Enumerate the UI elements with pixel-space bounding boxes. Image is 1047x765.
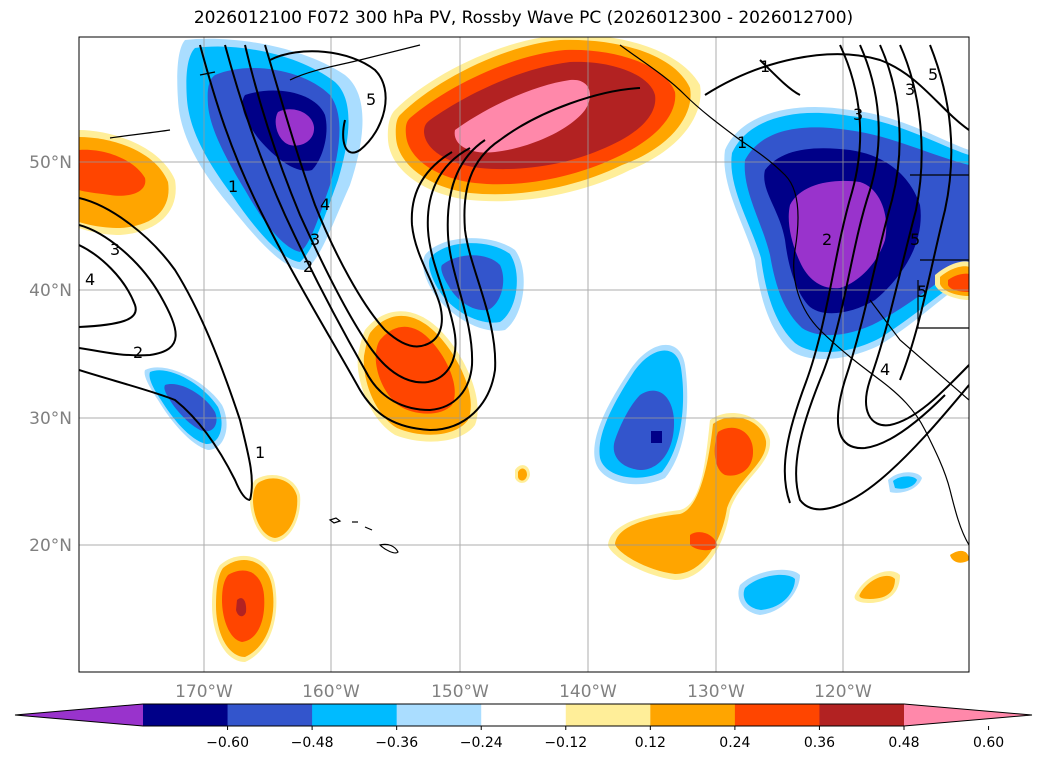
contour-label: 3 [310,230,320,249]
contour-label: 4 [85,270,95,289]
contour-label: 1 [228,177,238,196]
coastlines [109,44,969,554]
contour-label: 3 [110,240,120,259]
colorbar-tick-label: −0.48 [291,735,334,751]
lon-label-170w: 170°W [175,682,233,702]
colorbar-segment [481,704,567,726]
contour-label: 4 [880,360,890,379]
negative-anomaly-mid-south [594,344,688,485]
colorbar-tick-label: −0.36 [375,735,418,751]
lon-label-160w: 160°W [302,682,360,702]
lat-label-50n: 50°N [29,153,72,173]
lon-label-140w: 140°W [559,682,617,702]
contour-label: 3 [853,105,863,124]
contour-label: 5 [917,282,927,301]
colorbar-tick-label: 0.60 [973,735,1004,751]
colorbar-tick-label: 0.12 [635,735,666,751]
colorbar-tick-label: 0.36 [804,735,835,751]
colorbar-tick-label: −0.24 [460,735,503,751]
negative-anomaly-northwest [177,38,363,270]
colorbar-tick-label: 0.48 [888,735,919,751]
colorbar-segment [396,704,482,726]
contour-labels: 1 1 1 2 2 3 3 3 4 4 5 5 5 1 2 3 4 5 [85,57,938,462]
contour-label: 3 [905,80,915,99]
graticule [79,37,969,672]
lon-label-130w: 130°W [687,682,745,702]
colorbar-tick-label: 0.24 [719,735,750,751]
colorbar-extend-high [904,704,1032,726]
contour-label: 2 [303,257,313,276]
contour-label: 5 [928,65,938,84]
contour-label: 5 [366,90,376,109]
lat-label-40n: 40°N [29,281,72,301]
contour-label: 2 [133,343,143,362]
colorbar-extend-low [15,704,143,726]
colorbar-tick-label: −0.60 [206,735,249,751]
colorbar-segment [734,704,820,726]
positive-anomaly-central-south [357,311,478,442]
contour-label: 5 [910,230,920,249]
lon-label-150w: 150°W [431,682,489,702]
plot-frame [78,36,970,673]
contour-label: 1 [760,57,770,76]
positive-anomaly-small-1 [250,475,301,542]
positive-anomaly-southeast [608,412,771,580]
lat-labels: 50°N 40°N 30°N 20°N [29,153,72,556]
map-title: 2026012100 F072 300 hPa PV, Rossby Wave … [193,8,854,28]
colorbar: −0.60 −0.48 −0.36 −0.24 −0.12 0.12 0.24 0.36 0.4… [14,703,1033,751]
colorbar-segment [312,704,398,726]
contour-label: 1 [737,133,747,152]
lon-labels: 170°W 160°W 150°W 140°W 130°W 120°W [175,682,872,702]
lon-label-120w: 120°W [814,682,872,702]
colorbar-outline [14,703,1033,727]
positive-anomaly-south [212,555,277,662]
contour-label: 4 [320,195,330,214]
pv-contours [79,44,969,511]
contour-label: 1 [255,443,265,462]
colorbar-segment [819,704,905,726]
lat-label-30n: 30°N [29,409,72,429]
negative-anomaly-western-us [724,106,969,360]
colorbar-segment [227,704,313,726]
colorbar-segment [650,704,736,726]
colorbar-segment [143,704,229,726]
colorbar-tick-label: −0.12 [544,735,587,751]
lat-label-20n: 20°N [29,536,72,556]
contour-label: 2 [822,230,832,249]
colorbar-segment [565,704,651,726]
